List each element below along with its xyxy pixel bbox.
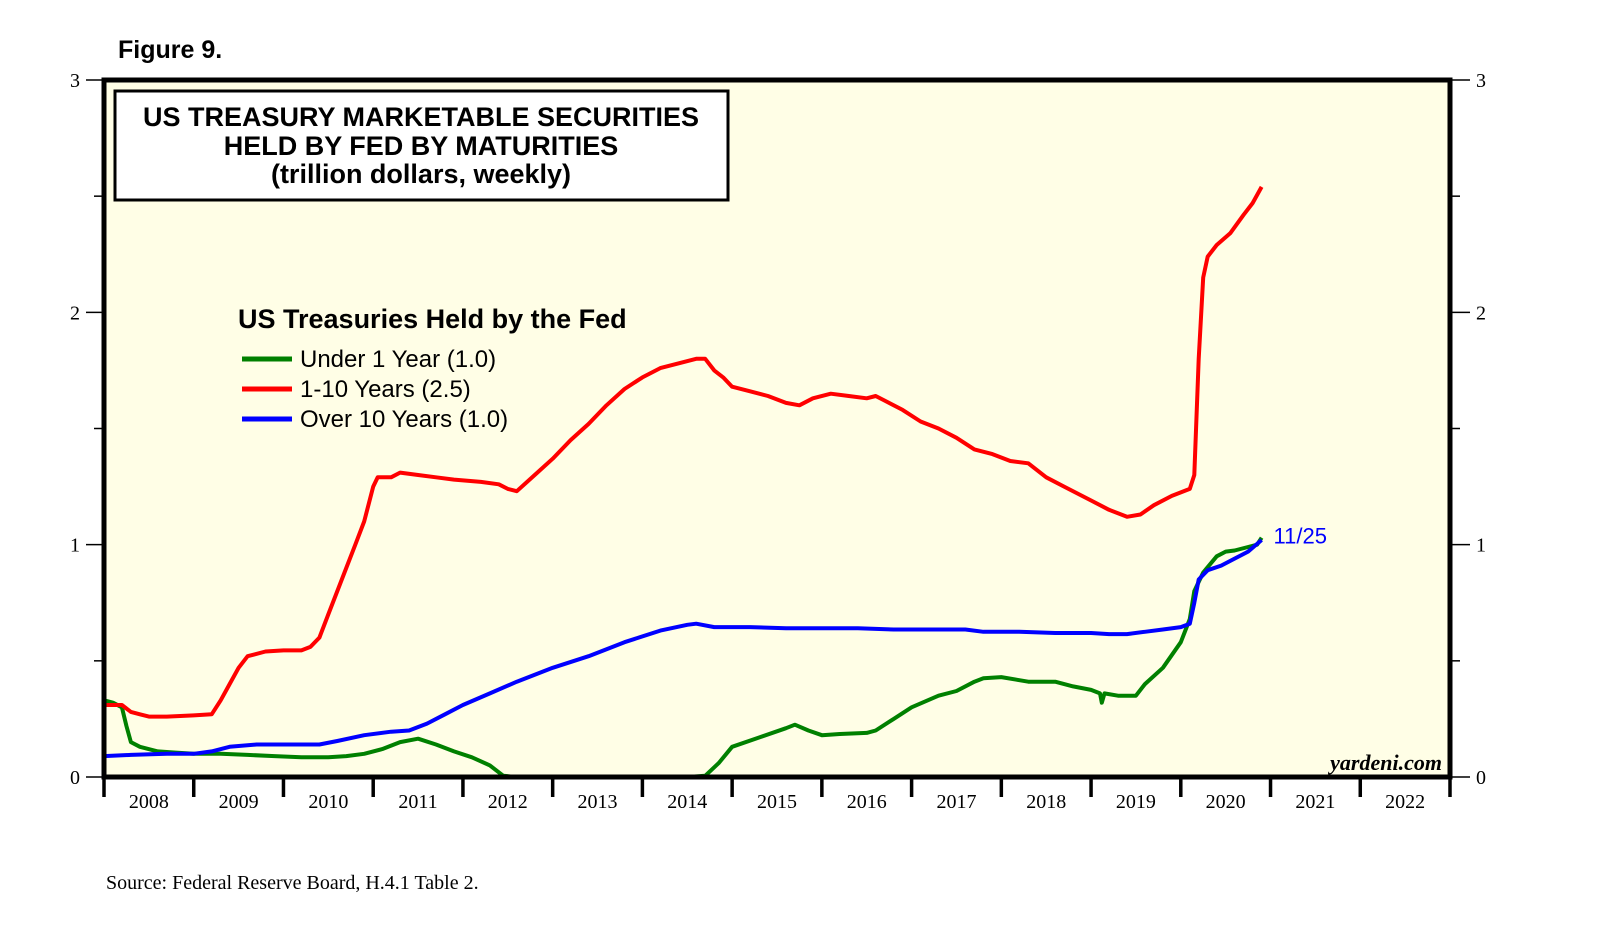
x-tick-label: 2016 xyxy=(847,791,887,813)
x-tick-label: 2012 xyxy=(488,791,528,813)
last-date-annotation: 11/25 xyxy=(1274,524,1327,549)
x-tick-label: 2017 xyxy=(936,791,976,813)
x-tick-label: 2014 xyxy=(667,791,707,813)
title-box: US TREASURY MARKETABLE SECURITIES HELD B… xyxy=(113,89,730,202)
legend-label-under-1-year: Under 1 Year (1.0) xyxy=(300,346,496,373)
legend-label-over-10-years: Over 10 Years (1.0) xyxy=(300,406,508,433)
y-tick-label-right: 3 xyxy=(1476,70,1486,92)
x-tick-label: 2019 xyxy=(1116,791,1156,813)
y-tick-label-right: 2 xyxy=(1476,302,1486,324)
y-tick-label-right: 1 xyxy=(1476,535,1486,557)
chart-title-line-2: HELD BY FED BY MATURITIES xyxy=(224,131,619,161)
chart-title-line-1: US TREASURY MARKETABLE SECURITIES xyxy=(143,102,699,132)
x-tick-label: 2008 xyxy=(129,791,169,813)
x-tick-label: 2015 xyxy=(757,791,797,813)
legend-title: US Treasuries Held by the Fed xyxy=(238,304,627,334)
x-tick-label: 2011 xyxy=(398,791,437,813)
y-tick-label-left: 2 xyxy=(70,302,80,324)
series-line-under-1-year-1-0 xyxy=(103,536,1264,779)
x-tick-label: 2020 xyxy=(1206,791,1246,813)
x-tick-label: 2021 xyxy=(1295,791,1335,813)
y-axis-left: 0 1 2 3 xyxy=(70,70,104,789)
y-tick-label-left: 1 xyxy=(70,535,80,557)
x-tick-label: 2009 xyxy=(219,791,259,813)
y-axis-right: 0 1 2 3 xyxy=(1450,70,1486,789)
series-line-over-10-years-1-0 xyxy=(103,538,1263,759)
y-tick-label-left: 3 xyxy=(70,70,80,92)
x-tick-label: 2018 xyxy=(1026,791,1066,813)
legend: US Treasuries Held by the Fed Under 1 Ye… xyxy=(238,304,627,433)
x-tick-label: 2022 xyxy=(1385,791,1425,813)
watermark: yardeni.com xyxy=(1327,750,1442,775)
figure-label: Figure 9. xyxy=(118,36,223,64)
x-tick-label: 2013 xyxy=(578,791,618,813)
chart-subtitle: (trillion dollars, weekly) xyxy=(271,159,571,189)
source-note: Source: Federal Reserve Board, H.4.1 Tab… xyxy=(106,872,479,894)
legend-label-1-10-years: 1-10 Years (2.5) xyxy=(300,376,471,403)
series-line-1-10-years-2-5 xyxy=(104,185,1264,719)
x-tick-label: 2010 xyxy=(308,791,348,813)
series-lines xyxy=(103,185,1264,779)
x-axis: 2008 2009 2010 2011 2012 2013 2014 2015 2016 2017… xyxy=(102,777,1452,813)
y-tick-label-left: 0 xyxy=(70,767,80,789)
y-tick-label-right: 0 xyxy=(1476,767,1486,789)
